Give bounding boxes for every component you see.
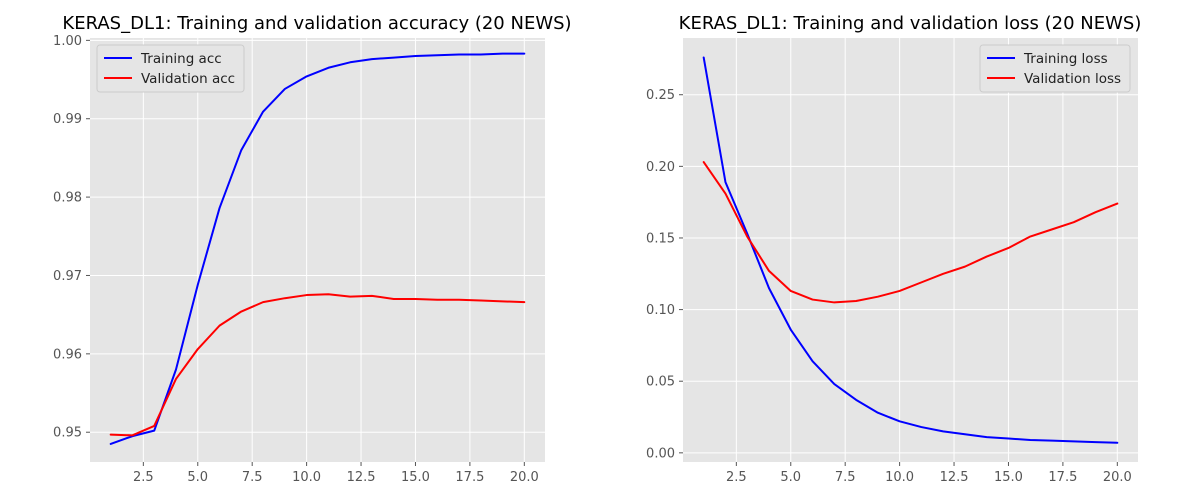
x-tick-label: 10.0 [885,470,914,485]
x-tick-label: 17.5 [455,470,484,485]
x-tick-label: 12.5 [347,470,376,485]
series-line-validation-loss [702,161,1119,304]
chart-title: KERAS_DL1: Training and validation loss … [679,13,1142,34]
chart-accuracy: 2.5 5.0 7.5 10.0 12.5 15.0 17.5 20.0 0.95 0.96 0.9… [53,13,572,485]
x-tick-label: 10.0 [292,470,321,485]
y-tick-label: 0.20 [646,160,675,175]
legend-label: Training acc [140,51,222,67]
y-tick-label: 0.05 [646,375,675,390]
chart-title: KERAS_DL1: Training and validation accur… [62,13,571,34]
x-tick-label: 17.5 [1048,470,1077,485]
x-tick-label: 12.5 [940,470,969,485]
plot-area [90,38,545,462]
series-line-training-loss [702,56,1119,444]
chart-loss: 2.5 5.0 7.5 10.0 12.5 15.0 17.5 20.0 0.00 0.05 0.1… [646,13,1141,485]
legend-label: Validation acc [141,71,235,87]
x-tick-label: 2.5 [726,470,747,485]
y-tick-label: 0.15 [646,231,675,246]
legend: Training acc Validation acc [96,44,245,93]
x-tick-label: 7.5 [835,470,856,485]
x-tick-label: 7.5 [242,470,263,485]
x-tick-label: 5.0 [780,470,801,485]
x-tick-label: 20.0 [510,470,539,485]
x-tick-label: 2.5 [133,470,154,485]
y-tick-label: 0.99 [53,112,82,127]
y-tick-label: 0.96 [53,347,82,362]
x-tick-label: 15.0 [401,470,430,485]
x-tick-label: 5.0 [187,470,208,485]
x-tick-label: 20.0 [1103,470,1132,485]
y-tick-label: 0.97 [53,269,82,284]
y-tick-label: 0.25 [646,88,675,103]
legend: Training loss Validation loss [979,44,1131,93]
series-line-validation-acc [109,293,526,437]
y-tick-label: 1.00 [53,34,82,49]
series-line-training-acc [109,52,526,445]
y-tick-label: 0.98 [53,191,82,206]
legend-label: Training loss [1023,51,1108,67]
y-tick-label: 0.10 [646,303,675,318]
legend-box [96,44,245,93]
x-tick-label: 15.0 [994,470,1023,485]
legend-box [979,44,1131,93]
legend-label: Validation loss [1024,71,1121,87]
y-tick-label: 0.00 [646,446,675,461]
plot-area [683,38,1138,462]
y-tick-label: 0.95 [53,426,82,441]
